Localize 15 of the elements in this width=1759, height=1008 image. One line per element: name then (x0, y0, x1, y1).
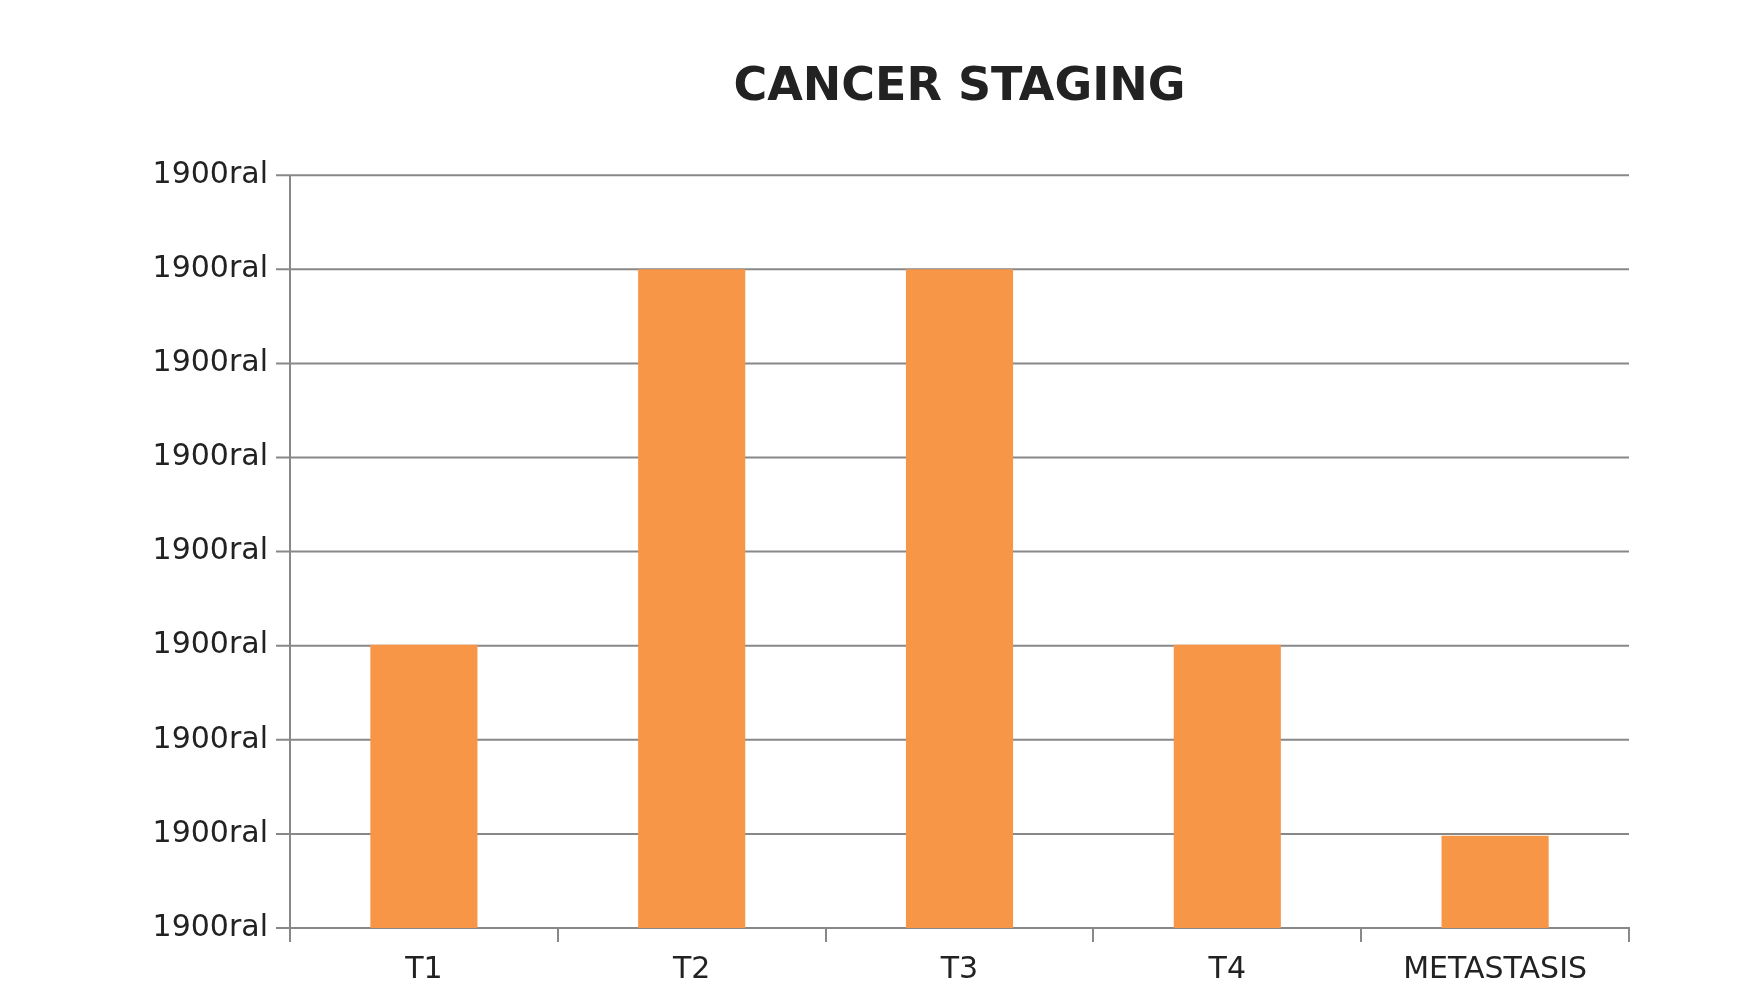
text: 1900ral (152, 813, 268, 849)
x-tick-label: T3 (939, 949, 979, 985)
chart-title: CANCER STAGING (733, 56, 1186, 111)
x-tick-label: T2 (671, 949, 711, 985)
text: 1900ral (152, 907, 268, 943)
text: 1900ral (152, 155, 268, 190)
text: 1900ral (152, 343, 268, 379)
x-tick-label: METASTASIS (1403, 949, 1588, 985)
text: 1900ral (152, 719, 268, 755)
x-tick-label: T4 (1207, 949, 1247, 985)
text: 1900ral (152, 249, 268, 285)
text: 1900ral (152, 437, 268, 473)
text: 1900ral (152, 531, 268, 567)
text: 1900ral (152, 625, 268, 661)
x-tick-label: T1 (404, 949, 443, 985)
